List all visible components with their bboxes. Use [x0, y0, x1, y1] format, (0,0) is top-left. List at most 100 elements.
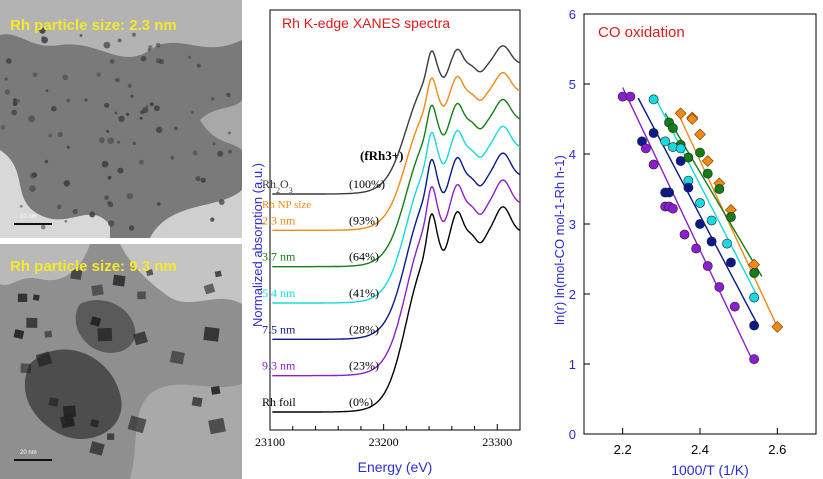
co-data-point: [702, 261, 713, 271]
nanoparticle: [217, 150, 224, 157]
nanoparticle: [48, 133, 53, 138]
nanoparticle: [153, 105, 160, 112]
nanoparticle: [29, 185, 36, 192]
nanoparticle: [192, 150, 198, 156]
co-data-point: [691, 243, 702, 254]
nanoparticle: [210, 217, 215, 222]
nanoparticle: [107, 175, 112, 180]
xanes-series-label: Rh2O3: [262, 177, 293, 195]
nanoparticle: [208, 417, 226, 435]
nanoparticle: [109, 58, 115, 64]
nanoparticle: [218, 199, 225, 206]
co-title: CO oxidation: [598, 24, 685, 41]
nanoparticle: [79, 34, 83, 37]
xanes-series-line: [272, 45, 521, 195]
co-data-point: [706, 236, 717, 247]
nanoparticle: [44, 159, 49, 164]
tem-image-large-particles: Rh particle size: 9.3 nm 20 nm: [0, 244, 242, 479]
scale-bar-top: [14, 223, 52, 225]
nanoparticle: [41, 36, 48, 44]
nanoparticle: [57, 131, 63, 137]
nanoparticle: [89, 211, 96, 218]
nanoparticle: [210, 385, 221, 395]
nanoparticle: [64, 220, 68, 223]
xanes-title: Rh K-edge XANES spectra: [282, 15, 450, 31]
co-data-point: [668, 203, 678, 214]
xanes-ylabel: Normalized absorption (a.u.): [250, 163, 265, 327]
nanoparticle: [12, 98, 18, 103]
nanoparticle: [117, 167, 124, 174]
co-y-tick-label: 6: [569, 7, 576, 22]
scale-text-top: 10 nm: [20, 214, 37, 220]
size-header: Rh NP size: [262, 199, 311, 211]
nanoparticle: [66, 98, 71, 103]
nanoparticle: [106, 200, 112, 206]
co-oxidation-chart: CO oxidation ln(r) ln(mol-CO mol-1-Rh h-…: [552, 7, 817, 478]
nanoparticle: [84, 98, 88, 102]
co-data-point: [668, 123, 678, 134]
nanoparticle: [104, 102, 110, 108]
nanoparticle: [187, 55, 192, 59]
co-data-point: [749, 354, 760, 364]
nanoparticle: [60, 414, 76, 429]
tem-label-bottom: Rh particle size: 9.3 nm: [10, 258, 177, 275]
nanoparticle: [130, 94, 134, 98]
nanoparticle: [142, 107, 149, 114]
co-y-tick-label: 2: [569, 287, 576, 302]
xanes-fraction-label: (23%): [349, 359, 379, 373]
nanoparticle: [70, 268, 83, 280]
co-data-point: [683, 182, 694, 193]
xanes-fraction-label: (28%): [349, 322, 379, 336]
xanes-chart: Rh K-edge XANES spectra Normalized absor…: [250, 9, 521, 475]
co-data-point: [686, 113, 699, 125]
xanes-series-line: [272, 152, 521, 340]
co-x-tick-label: 2.4: [691, 442, 709, 457]
nanoparticle: [212, 142, 216, 146]
nanoparticle: [203, 283, 216, 295]
co-data-point: [664, 187, 674, 198]
co-data-point: [648, 128, 659, 138]
nanoparticle: [12, 101, 18, 107]
co-data-point: [648, 159, 659, 170]
nanoparticle: [13, 329, 25, 340]
co-data-point: [674, 107, 687, 120]
nanoparticle: [26, 317, 38, 328]
nanoparticle: [191, 396, 203, 407]
xanes-xlabel: Energy (eV): [358, 459, 433, 475]
nanoparticle: [51, 105, 57, 112]
nanoparticle: [139, 116, 143, 120]
xanes-fraction-label: (41%): [349, 286, 379, 300]
nanoparticle: [131, 32, 136, 37]
nanoparticle: [41, 36, 45, 39]
nanoparticle: [11, 109, 17, 116]
co-xlabel: 1000/T (1/K): [671, 462, 749, 478]
nanoparticle: [210, 97, 215, 101]
co-data-point: [726, 212, 736, 222]
co-x-tick-label: 2.2: [614, 442, 632, 457]
nanoparticle: [148, 45, 153, 50]
nanoparticle: [147, 48, 151, 52]
tem-label-top: Rh particle size: 2.3 nm: [10, 17, 177, 34]
xanes-series-line: [272, 125, 521, 304]
nanoparticle: [17, 293, 28, 302]
co-fit-line: [664, 113, 763, 277]
nanoparticle: [97, 327, 113, 342]
tem-texture-bottom: [0, 244, 242, 479]
co-data-point: [694, 128, 706, 141]
nanoparticle: [107, 433, 115, 440]
nanoparticle: [45, 89, 49, 93]
co-y-tick-label: 1: [569, 357, 576, 372]
xanes-series-label: 7.5 nm: [262, 322, 296, 336]
nanoparticle: [214, 270, 222, 278]
xanes-x-tick-label: 23300: [482, 435, 512, 449]
nanoparticle: [91, 284, 104, 297]
nanoparticle: [89, 441, 105, 456]
xanes-series-label: 2.3 nm: [262, 213, 296, 227]
co-data-point: [695, 219, 705, 229]
nanoparticle: [200, 177, 206, 183]
co-data-point: [749, 320, 760, 331]
co-y-tick-label: 3: [569, 217, 576, 232]
co-y-tick-label: 0: [569, 427, 576, 442]
nanoparticle: [90, 419, 100, 428]
nanoparticle: [72, 208, 78, 215]
